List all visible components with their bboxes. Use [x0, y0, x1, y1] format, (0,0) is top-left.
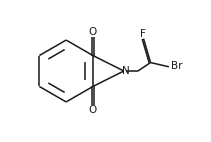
Text: N: N: [122, 66, 129, 76]
Text: O: O: [89, 105, 97, 115]
Text: O: O: [89, 27, 97, 37]
Text: Br: Br: [170, 61, 182, 71]
Text: F: F: [140, 29, 146, 39]
